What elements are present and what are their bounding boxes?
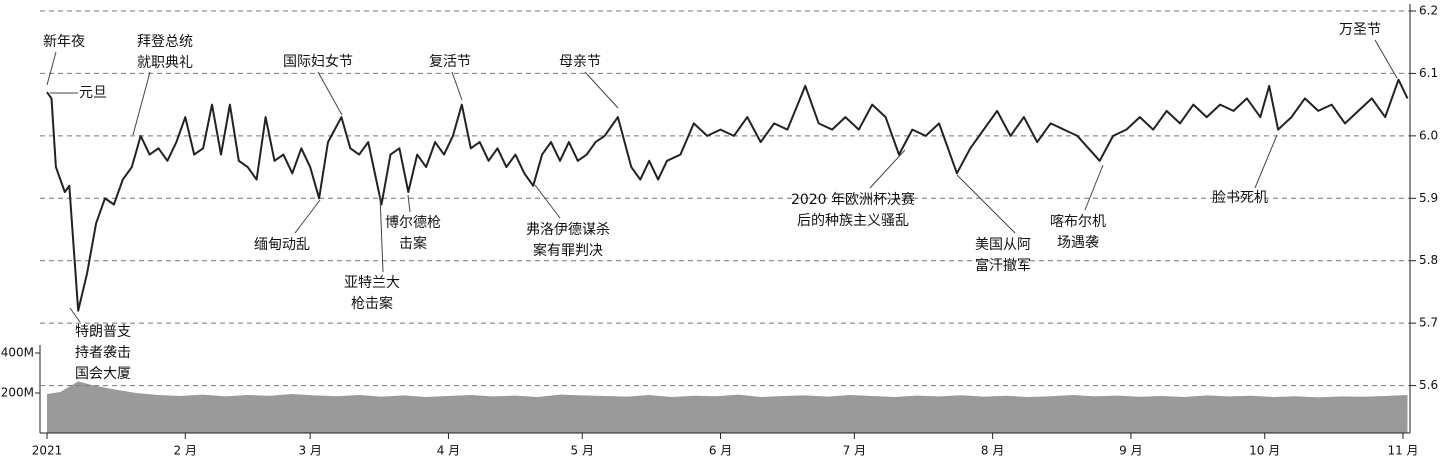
annotation-leader (69, 307, 81, 323)
x-tick-label: 5 月 (571, 444, 594, 458)
annotation: 就职典礼 (137, 55, 193, 71)
annotation-leader (1084, 164, 1104, 211)
x-tick-label: 10 月 (1249, 444, 1280, 458)
annotation: 拜登总统 (137, 34, 193, 50)
annotation: 场遇袭 (1057, 235, 1099, 251)
annotation-leader (407, 194, 411, 213)
annotation: 缅甸动乱 (254, 237, 310, 253)
annotation: 富汗撤军 (975, 257, 1031, 274)
annotation: 元旦 (79, 85, 107, 101)
annotation: 枪击案 (351, 295, 393, 312)
x-tick-label: 9 月 (1119, 444, 1142, 458)
y-tick-label: 5.7 (1419, 316, 1438, 330)
volume-tick-label: 200M (1, 386, 34, 400)
annotation: 亚特兰大 (344, 275, 400, 291)
annotation: 新年夜 (43, 34, 85, 50)
annotation: 击案 (399, 235, 427, 252)
annotation: 脸书死机 (1212, 190, 1268, 206)
annotation: 弗洛伊德谋杀 (526, 222, 610, 238)
annotation: 国会大厦 (75, 366, 131, 382)
x-tick-label: 8 月 (981, 444, 1004, 458)
x-tick-label: 11 月 (1387, 444, 1418, 458)
annotation-leader (317, 71, 343, 116)
x-tick-label: 3 月 (298, 444, 321, 458)
annotation-leader (46, 51, 57, 86)
annotation: 2020 年欧洲杯决赛 (791, 192, 915, 208)
y-tick-label: 6.2 (1419, 4, 1438, 18)
annotation-leader (584, 71, 619, 109)
annotation: 复活节 (429, 53, 471, 70)
annotation-leader (132, 71, 151, 136)
y-tick-label: 5.8 (1419, 253, 1438, 267)
annotation-leader (1254, 134, 1278, 189)
annotation: 案有罪判决 (533, 242, 603, 259)
x-tick-label: 7 月 (843, 444, 866, 458)
annotation-leader (956, 174, 1016, 234)
annotation: 万圣节 (1339, 22, 1381, 38)
x-tick-label: 2021 (32, 444, 63, 458)
annotation-leader (534, 184, 561, 219)
annotation: 美国从阿 (975, 237, 1031, 253)
annotation: 博尔德枪 (385, 214, 441, 231)
annotation: 国际妇女节 (283, 53, 353, 70)
annotation-leader (379, 194, 384, 273)
y-tick-label: 6.0 (1419, 128, 1438, 142)
y-tick-label: 6.1 (1419, 66, 1438, 80)
annotation-leader (869, 149, 906, 189)
x-tick-label: 4 月 (437, 444, 460, 458)
annotation-leader (451, 71, 463, 101)
price-line (46, 78, 1409, 312)
annotation: 持者袭击 (75, 345, 131, 361)
annotation: 喀布尔机 (1050, 214, 1106, 230)
y-tick-label: 5.6 (1419, 378, 1438, 392)
x-tick-label: 2 月 (174, 444, 197, 458)
x-tick-label: 6 月 (709, 444, 732, 458)
volume-area (47, 381, 1408, 433)
annotation-leader (294, 199, 321, 234)
annotation: 特朗普支 (75, 324, 131, 340)
annotation-leader (1374, 39, 1398, 79)
y-tick-label: 5.9 (1419, 191, 1438, 205)
annotation: 后的种族主义骚乱 (797, 213, 909, 229)
volume-tick-label: 400M (1, 346, 34, 360)
annotation: 母亲节 (559, 54, 601, 70)
